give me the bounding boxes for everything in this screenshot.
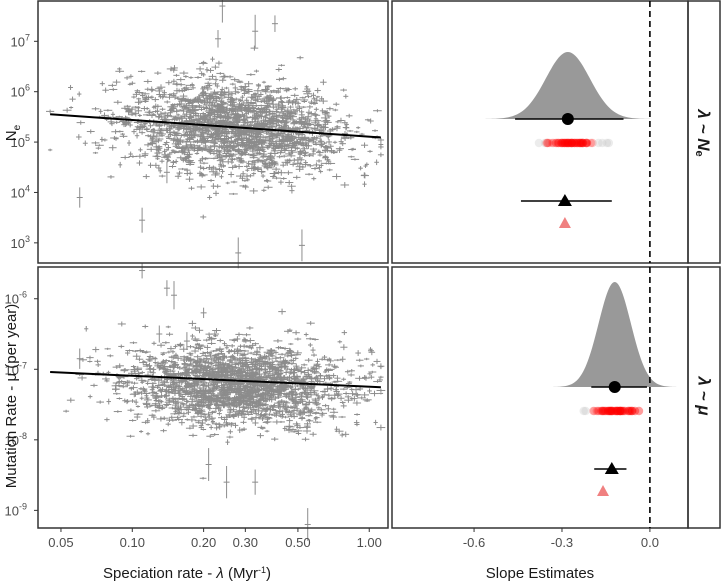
top-left-fit-line bbox=[50, 113, 381, 139]
bottom-left-points bbox=[50, 262, 386, 541]
top-left-points bbox=[46, 0, 385, 269]
